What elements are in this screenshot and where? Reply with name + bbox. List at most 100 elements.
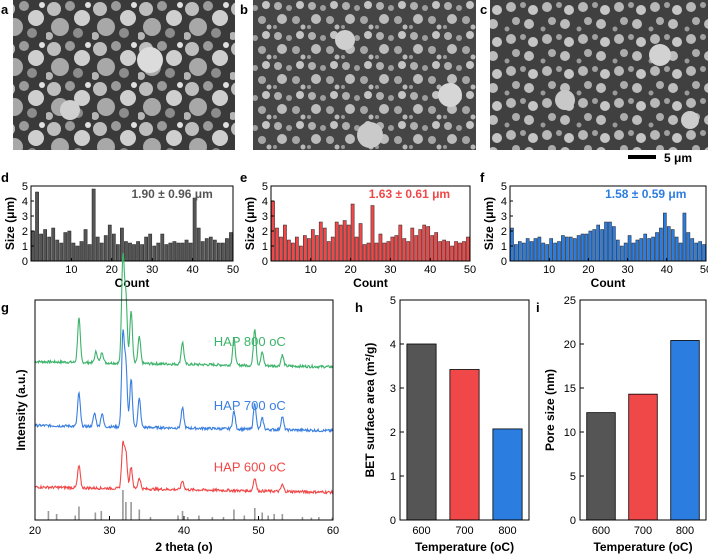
hist-bar	[398, 224, 403, 262]
hist-bar	[59, 242, 64, 262]
x-tick-label: 50	[227, 264, 239, 276]
panel-a: a	[1, 0, 235, 150]
y-tick-label: 20	[564, 339, 576, 351]
y-axis-label: Pore size (nm)	[543, 369, 557, 451]
pore-bar-chart: 600 700 800 0 5 10 15 20 25 Temperature (oC) Pore …	[543, 295, 707, 554]
y-tick-label: 1	[501, 241, 507, 253]
hist-bar	[394, 235, 399, 262]
hist-bar	[322, 227, 327, 262]
hist-bar	[410, 227, 415, 262]
sem-particle	[137, 47, 163, 73]
hist-bar	[690, 238, 695, 262]
y-tick-label: 2	[22, 226, 28, 238]
hist-bar	[655, 232, 659, 262]
hist-bar	[314, 235, 319, 262]
hist-bar	[426, 226, 431, 262]
panel-label-b: b	[240, 2, 248, 17]
x-tick-label: 800	[498, 525, 516, 537]
x-tick-label: 30	[103, 525, 115, 537]
hist-bar	[635, 239, 640, 262]
histogram-f: 0 1 2 3 4 5 10 20 30 40 50 Count Size (μm) 1.58 ± 0.5…	[482, 181, 708, 290]
hist-bar	[39, 233, 43, 262]
size-stat-annotation: 1.58 ± 0.59 μm	[605, 187, 686, 201]
hist-bar	[686, 232, 691, 262]
x-tick-label: 60	[327, 525, 339, 537]
y-tick-label: 0	[501, 256, 507, 268]
hist-bar	[565, 236, 569, 262]
hist-bar	[136, 241, 140, 262]
hist-bar	[204, 238, 209, 262]
xrd-series-line	[34, 252, 334, 370]
hist-bar	[615, 239, 620, 262]
panel-f: f 0 1 2 3 4 5 10 20 30 40 50 Count Size (μm) 1.58 ± 0…	[480, 170, 708, 290]
y-tick-label: 3	[22, 211, 28, 223]
hist-bar	[310, 229, 315, 262]
hist-bar	[338, 224, 343, 262]
y-tick-label: 5	[390, 295, 396, 307]
hist-bar	[666, 226, 671, 262]
hist-bar	[386, 241, 391, 262]
hist-bar	[557, 241, 561, 262]
hist-bar	[128, 242, 132, 262]
hist-bar	[374, 242, 379, 262]
hist-bar	[533, 238, 538, 262]
hist-bar	[342, 220, 347, 262]
hist-bar	[549, 238, 553, 262]
hist-bar	[647, 238, 651, 262]
hist-bar	[462, 241, 466, 262]
hist-bar	[275, 227, 279, 262]
y-tick-label: 5	[570, 471, 576, 483]
hist-bar	[279, 236, 283, 262]
hist-bar	[651, 236, 655, 262]
axes-frame	[30, 185, 234, 262]
xrd-series-line	[34, 329, 334, 433]
hist-bar	[529, 241, 534, 262]
hist-bar	[172, 241, 177, 262]
hist-bar	[521, 242, 526, 262]
hist-bar	[402, 238, 407, 262]
y-tick-label: 3	[390, 383, 396, 395]
hist-bar	[334, 221, 339, 262]
hist-bar	[346, 224, 351, 262]
y-tick-label: 4	[262, 196, 268, 208]
hist-bar	[572, 238, 577, 262]
y-tick-label: 3	[501, 211, 507, 223]
hist-bar	[604, 221, 608, 262]
hist-bar	[212, 239, 217, 262]
hist-bar	[362, 244, 367, 262]
y-axis-label: BET surface area (m²/g)	[363, 343, 377, 478]
x-tick-label: 50	[464, 264, 476, 276]
y-tick-label: 1	[22, 241, 28, 253]
hist-bar	[627, 235, 632, 262]
scale-bar-label: 5 μm	[664, 151, 692, 165]
y-tick-label: 5	[501, 181, 507, 193]
hist-bar	[588, 230, 593, 262]
hist-bar	[283, 224, 287, 262]
bar	[670, 340, 700, 521]
x-tick-label: 40	[178, 525, 190, 537]
x-tick-label: 30	[384, 264, 396, 276]
y-tick-label: 1	[390, 471, 396, 483]
hist-bar	[670, 229, 675, 262]
x-tick-label: 40	[186, 264, 198, 276]
size-stat-annotation: 1.63 ± 0.61 μm	[369, 187, 450, 201]
x-tick-label: 700	[455, 525, 473, 537]
hist-bar	[561, 235, 565, 262]
panel-label-h: h	[355, 300, 363, 315]
hist-bar	[91, 188, 96, 262]
hist-bar	[596, 224, 601, 262]
histogram-d: 0 1 2 3 4 5 10 20 30 40 50 Count Size (μm) 1.90 ± 0.9…	[3, 181, 239, 290]
xrd-series-line	[34, 440, 334, 495]
y-tick-label: 3	[262, 211, 268, 223]
hist-bar	[168, 242, 173, 262]
hist-bar	[164, 244, 169, 262]
hist-bar	[196, 227, 201, 262]
hist-bar	[99, 242, 104, 262]
hist-bar	[103, 235, 108, 262]
hist-bar	[67, 230, 72, 262]
hist-bar	[514, 244, 518, 262]
hist-bar	[422, 224, 427, 262]
hist-bar	[318, 221, 323, 262]
sem-image-c	[490, 0, 708, 150]
hist-bar	[51, 227, 56, 262]
